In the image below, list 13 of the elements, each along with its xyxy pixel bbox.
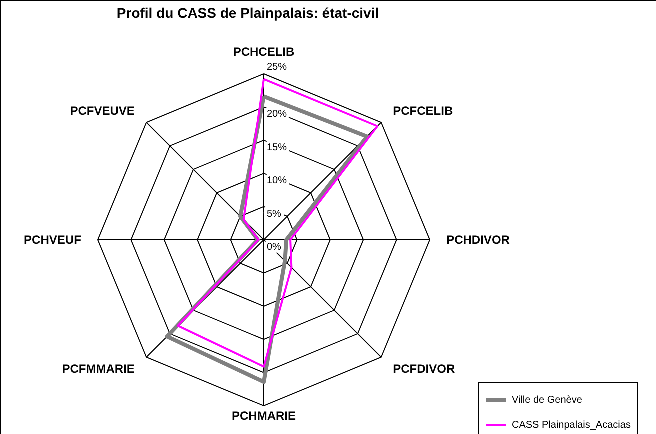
spoke-label: PCHCELIB <box>233 45 295 60</box>
spoke-label: PCFVEUVE <box>70 104 135 118</box>
spoke-label: PCFCELIB <box>393 104 454 118</box>
y-tick-label: 25% <box>267 62 288 73</box>
spoke-label: PCHVEUF <box>24 233 82 247</box>
chart-title: Profil du CASS de Plainpalais: état-civil <box>116 5 380 21</box>
spoke-label: PCHMARIE <box>232 408 296 423</box>
spoke-label: PCHDIVOR <box>446 233 510 247</box>
spoke-label: PCFMMARIE <box>62 362 135 376</box>
legend-label: CASS Plainpalais_Acacias <box>512 420 631 431</box>
legend-label: Ville de Genève <box>512 395 583 406</box>
spoke-label: PCFDIVOR <box>393 362 456 376</box>
y-tick-label: 5% <box>267 208 282 220</box>
